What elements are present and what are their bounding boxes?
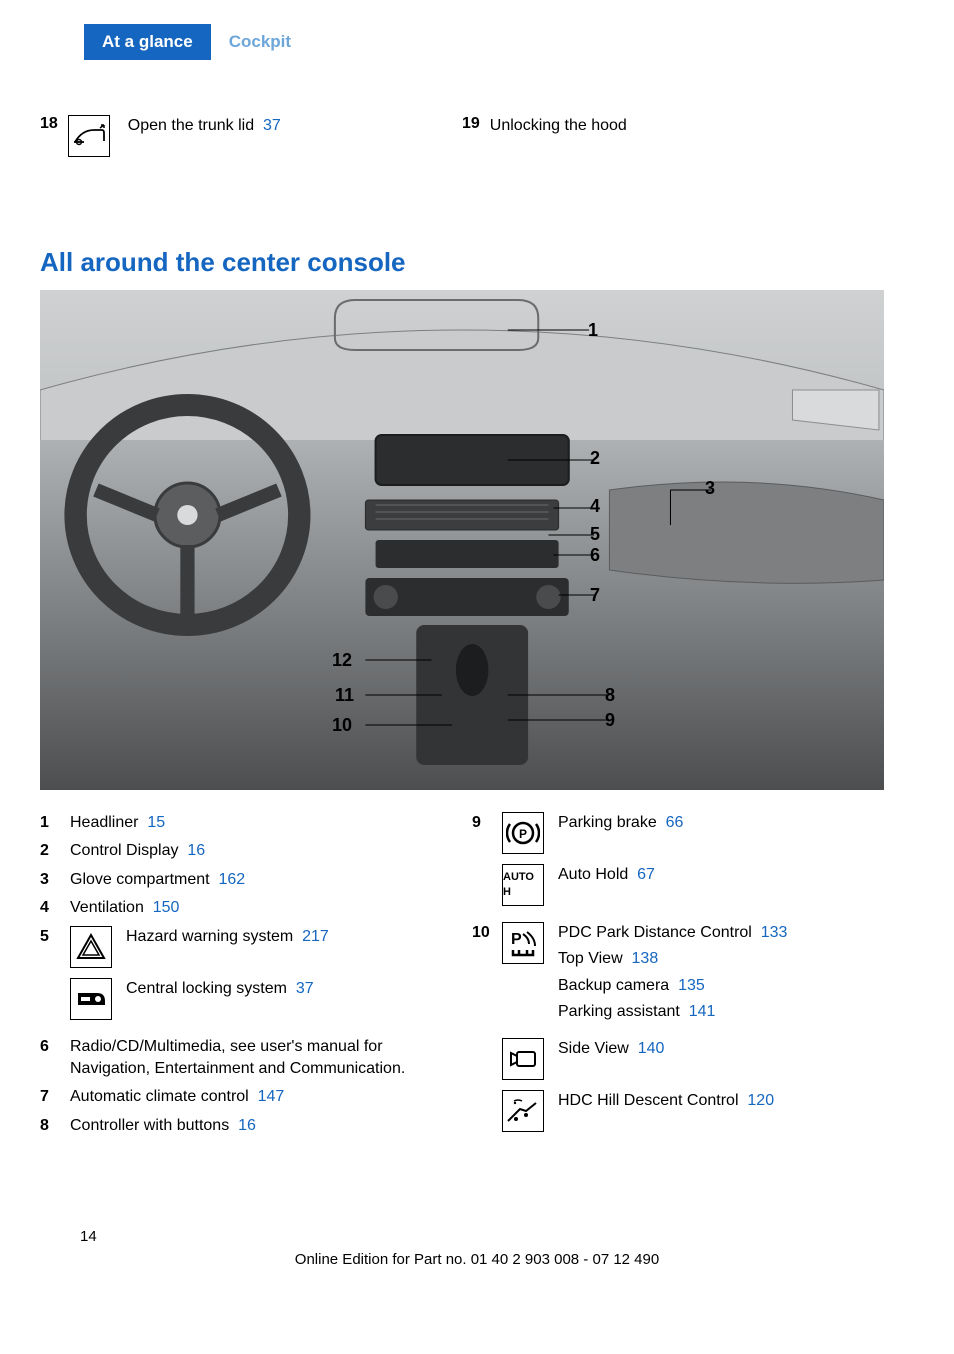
li-9a-text: Parking brake 66 (558, 812, 683, 834)
callout-11: 11 (335, 685, 354, 706)
li-10c-text: Backup camera 135 (558, 975, 884, 997)
item-19-text: Unlocking the hood (490, 115, 627, 137)
page-link[interactable]: 217 (302, 928, 329, 945)
callout-8: 8 (605, 685, 615, 706)
li-7-num: 7 (40, 1086, 60, 1108)
page-link[interactable]: 37 (296, 980, 314, 997)
page-link[interactable]: 147 (258, 1088, 285, 1105)
callout-3: 3 (705, 478, 715, 499)
page-link[interactable]: 141 (689, 1003, 716, 1020)
item-19-num: 19 (462, 115, 480, 133)
li-3-text: Glove compartment 162 (70, 869, 245, 891)
page-link[interactable]: 162 (219, 871, 246, 888)
page-number: 14 (80, 1228, 914, 1245)
li-10e-text: Side View 140 (558, 1038, 664, 1060)
page-link[interactable]: 66 (666, 814, 684, 831)
li-8-num: 8 (40, 1115, 60, 1137)
li-6-text: Radio/CD/Multimedia, see user's manual f… (70, 1036, 452, 1081)
li-1-text: Headliner 15 (70, 812, 165, 834)
auto-hold-icon: AUTO H (502, 864, 544, 906)
li-5-num: 5 (40, 926, 60, 948)
side-view-icon (502, 1038, 544, 1080)
callout-9: 9 (605, 710, 615, 731)
page-link[interactable]: 67 (637, 866, 655, 883)
li-2-text: Control Display 16 (70, 840, 205, 862)
page-link[interactable]: 135 (678, 977, 705, 994)
li-1-num: 1 (40, 812, 60, 834)
center-console-diagram: 1 2 3 4 5 6 7 8 9 10 11 12 (40, 290, 884, 790)
li-2-num: 2 (40, 840, 60, 862)
parking-brake-icon: P (502, 812, 544, 854)
page-link[interactable]: 138 (632, 950, 659, 967)
pdc-icon: P (502, 922, 544, 964)
li-7-text: Automatic climate control 147 (70, 1086, 284, 1108)
callout-1: 1 (588, 320, 598, 341)
callout-2: 2 (590, 448, 600, 469)
header-bar: At a glance Cockpit (12, 24, 954, 60)
section-title: All around the center console (40, 247, 884, 278)
li-10a-text: PDC Park Distance Control 133 (558, 922, 884, 944)
page-link[interactable]: 16 (238, 1117, 256, 1134)
trunk-lid-icon (68, 115, 110, 157)
footer-edition: Online Edition for Part no. 01 40 2 903 … (40, 1251, 914, 1268)
svg-text:P: P (519, 827, 527, 841)
li-8-text: Controller with buttons 16 (70, 1115, 256, 1137)
callout-5: 5 (590, 524, 600, 545)
hdc-icon (502, 1090, 544, 1132)
li-4-text: Ventilation 150 (70, 897, 179, 919)
li-10-num: 10 (472, 922, 492, 944)
tab-at-a-glance: At a glance (84, 24, 211, 60)
li-6-num: 6 (40, 1036, 60, 1058)
li-10d-text: Parking assistant 141 (558, 1001, 884, 1023)
page-link[interactable]: 140 (638, 1040, 665, 1057)
item-18-num: 18 (40, 115, 58, 133)
page-link[interactable]: 150 (153, 899, 180, 916)
li-3-num: 3 (40, 869, 60, 891)
callout-6: 6 (590, 545, 600, 566)
item-18-text: Open the trunk lid 37 (128, 115, 281, 137)
li-5a-text: Hazard warning system 217 (126, 926, 329, 948)
li-4-num: 4 (40, 897, 60, 919)
page-link[interactable]: 16 (187, 842, 205, 859)
li-9b-text: Auto Hold 67 (558, 864, 655, 886)
page-link[interactable]: 133 (761, 924, 788, 941)
callout-4: 4 (590, 496, 600, 517)
li-5b-text: Central locking system 37 (126, 978, 314, 1000)
li-10f-text: HDC Hill Descent Control 120 (558, 1090, 774, 1112)
tab-cockpit: Cockpit (211, 24, 309, 60)
page-link[interactable]: 15 (147, 814, 165, 831)
li-9-num: 9 (472, 812, 492, 834)
callout-12: 12 (332, 650, 352, 671)
page-link[interactable]: 37 (263, 117, 281, 134)
central-locking-icon (70, 978, 112, 1020)
callout-7: 7 (590, 585, 600, 606)
page-link[interactable]: 120 (747, 1092, 774, 1109)
li-10b-text: Top View 138 (558, 948, 884, 970)
hazard-warning-icon (70, 926, 112, 968)
svg-text:P: P (511, 931, 522, 948)
callout-10: 10 (332, 715, 352, 736)
